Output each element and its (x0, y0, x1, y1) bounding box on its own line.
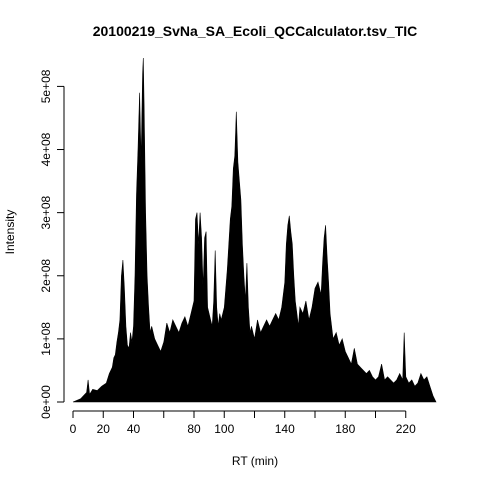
x-tick-label: 80 (187, 422, 201, 436)
plot-area (73, 58, 436, 402)
x-tick-label: 100 (214, 422, 234, 436)
y-tick-label: 3e+08 (39, 195, 53, 229)
x-tick-label: 0 (70, 422, 77, 436)
y-tick-label: 1e+08 (39, 322, 53, 356)
y-tick-label: 0e+00 (39, 385, 53, 419)
x-tick-label: 220 (396, 422, 416, 436)
x-tick-label: 180 (335, 422, 355, 436)
y-tick-label: 5e+08 (39, 69, 53, 103)
y-axis: 0e+00 1e+08 2e+08 3e+08 4e+08 5e+08 (39, 69, 64, 419)
x-tick-label: 140 (275, 422, 295, 436)
y-axis-label: Intensity (3, 210, 17, 255)
y-tick-label: 4e+08 (39, 132, 53, 166)
x-axis: 0 20 40 80 100 140 180 220 (70, 411, 416, 436)
x-axis-label: RT (min) (232, 454, 278, 468)
x-tick-label: 20 (97, 422, 111, 436)
y-tick-label: 2e+08 (39, 259, 53, 293)
chart-title: 20100219_SvNa_SA_Ecoli_QCCalculator.tsv_… (93, 23, 418, 39)
tic-series-area (73, 58, 436, 402)
x-tick-label: 40 (127, 422, 141, 436)
